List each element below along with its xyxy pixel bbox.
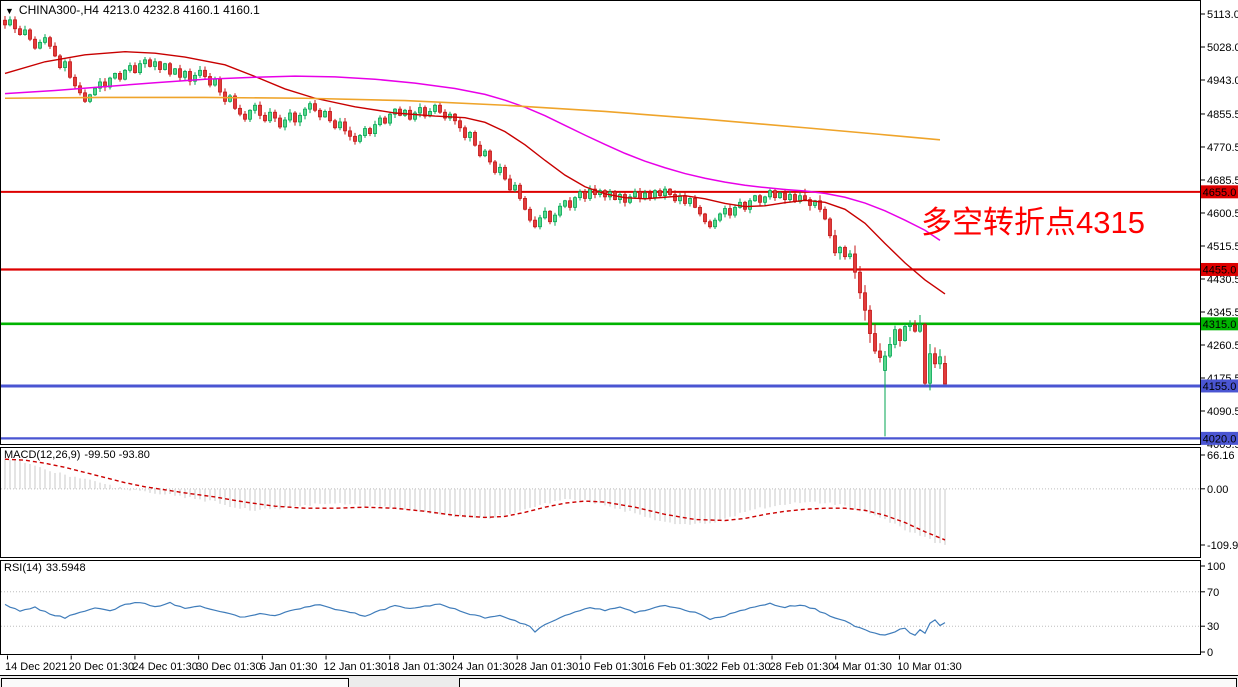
rsi-value: 33.5948 [45,562,86,574]
ohlc-readout: 4213.0 4232.8 4160.1 4160.1 [102,3,260,17]
price-tick-label: 4770.5 [1207,142,1238,154]
time-tick-label: 24 Jan 01:30 [451,661,515,673]
price-tick-label: 4090.5 [1207,406,1238,418]
rsi-plot [1,591,1200,636]
macd-values: -99.50 -93.80 [84,449,150,461]
price-tick-label: 4943.0 [1207,75,1238,87]
bottom-tab-right[interactable] [459,678,1237,687]
price-tick-label: 5113.0 [1207,9,1238,21]
time-tick-label: 4 Mar 01:30 [833,661,892,673]
time-tick-label: 10 Feb 01:30 [578,661,643,673]
rsi-tick-label: 70 [1207,587,1219,599]
price-tick-label: 4685.5 [1207,175,1238,187]
macd-tick-label: 66.16 [1207,450,1235,462]
price-level-chip [1201,185,1238,199]
price-level-chip [1201,262,1238,276]
rsi-name: RSI(14) [4,562,42,574]
time-tick-label: 20 Dec 01:30 [69,661,134,673]
chart-title: ▼ CHINA300-,H4 4213.0 4232.8 4160.1 4160.1 [5,3,264,17]
rsi-line [4,601,946,636]
macd-signal-line [4,458,946,541]
time-tick-label: 16 Feb 01:30 [642,661,707,673]
ma-mid-magenta [4,75,941,241]
macd-plot [1,458,1200,545]
price-tick-label: 4345.5 [1207,307,1238,319]
price-tick-label: 4260.5 [1207,340,1238,352]
ma-slow-orange [4,96,941,141]
price-level-chip [1201,431,1238,445]
price-level-chip [1201,379,1238,393]
price-level-chip-label: 4655.0 [1203,187,1237,199]
price-level-chip-label: 4155.0 [1203,381,1237,393]
candles [3,15,947,437]
price-level-chip-label: 4315.0 [1203,319,1237,331]
symbol-timeframe-label: CHINA300-,H4 [18,3,99,17]
ma-fast-red [4,50,946,295]
rsi-indicator-label: RSI(14) 33.5948 [4,562,90,574]
price-tick-label: 5028.0 [1207,42,1238,54]
price-level-chip [1201,317,1238,331]
price-tick-label: 4855.5 [1207,109,1238,121]
rsi-tick-label: 0 [1207,647,1213,659]
chevron-down-icon[interactable]: ▼ [5,6,14,16]
rsi-tick-label: 100 [1207,561,1225,573]
bottom-bar [0,676,1238,687]
time-tick-label: 10 Mar 01:30 [897,661,962,673]
macd-indicator-label: MACD(12,26,9) -99.50 -93.80 [4,449,154,461]
price-tick-label: 4515.5 [1207,241,1238,253]
time-tick-label: 18 Jan 01:30 [387,661,451,673]
rsi-tick-label: 30 [1207,621,1219,633]
macd-name: MACD(12,26,9) [4,449,81,461]
time-tick-label: 22 Feb 01:30 [706,661,771,673]
price-tick-label: 4600.5 [1207,208,1238,220]
macd-tick-label: -109.93 [1207,540,1238,552]
macd-tick-label: 0.00 [1207,484,1228,496]
time-tick-label: 12 Jan 01:30 [324,661,388,673]
time-tick-label: 28 Jan 01:30 [515,661,579,673]
time-tick-label: 6 Jan 01:30 [260,661,318,673]
chart-annotation-text: 多空转折点4315 [921,205,1145,240]
time-tick-label: 14 Dec 2021 [5,661,67,673]
time-tick-label: 24 Dec 01:30 [132,661,197,673]
bottom-tab-left[interactable] [1,678,349,687]
price-tick-label: 4430.5 [1207,274,1238,286]
time-tick-label: 30 Dec 01:30 [196,661,261,673]
price-level-chip-label: 4455.0 [1203,264,1237,276]
time-tick-label: 28 Feb 01:30 [770,661,835,673]
price-level-chip-label: 4020.0 [1203,433,1237,445]
rsi-pane[interactable] [0,560,1201,655]
